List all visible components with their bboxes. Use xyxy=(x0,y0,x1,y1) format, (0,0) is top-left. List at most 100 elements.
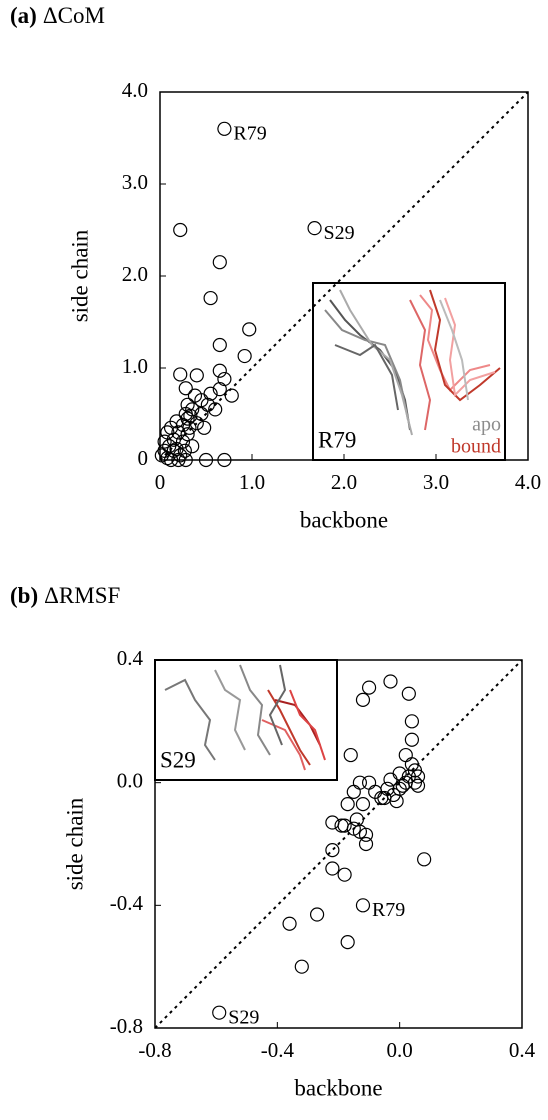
y-tick-label: 2.0 xyxy=(122,262,148,286)
y-tick-label: 0.0 xyxy=(117,768,143,792)
data-point xyxy=(358,836,374,852)
x-tick-label: 0.4 xyxy=(509,1038,536,1062)
data-point xyxy=(178,452,193,468)
data-point xyxy=(404,714,419,729)
inset-a-art xyxy=(324,289,501,436)
panel-title: (a) ΔCoM xyxy=(10,3,105,28)
data-point xyxy=(349,812,364,827)
data-point xyxy=(212,382,227,397)
y-axis-label: side chain xyxy=(62,797,87,890)
data-point xyxy=(162,439,177,454)
data-point xyxy=(182,420,197,435)
data-point xyxy=(178,381,193,396)
diagonal-line xyxy=(154,659,523,1029)
data-point xyxy=(383,674,398,689)
data-point xyxy=(417,852,432,867)
data-point xyxy=(187,388,203,403)
data-point xyxy=(410,778,426,793)
panel-title-text: ΔRMSF xyxy=(44,583,120,608)
data-point xyxy=(189,368,204,383)
inset-frame xyxy=(312,282,506,461)
data-point xyxy=(307,221,322,236)
data-point xyxy=(197,420,212,435)
data-point xyxy=(175,434,191,449)
diagonal-line xyxy=(159,91,529,461)
data-point xyxy=(208,402,223,417)
inset-label: R79 xyxy=(318,427,356,452)
x-tick-label: 1.0 xyxy=(239,470,265,494)
data-point xyxy=(340,797,355,812)
data-point xyxy=(173,222,188,238)
data-point xyxy=(203,290,218,306)
y-tick-label: 0.4 xyxy=(117,646,144,670)
panel-title: (b) ΔRMSF xyxy=(10,583,120,608)
plot-frame xyxy=(154,659,523,1029)
data-point xyxy=(337,818,352,833)
x-tick-label: -0.8 xyxy=(138,1038,171,1062)
data-point xyxy=(325,843,340,858)
point-label: R79 xyxy=(233,122,266,144)
data-point xyxy=(180,397,195,412)
inset-legend: apo xyxy=(472,414,501,436)
data-point xyxy=(212,1005,227,1020)
inset-label: S29 xyxy=(160,747,196,772)
data-point xyxy=(389,793,404,809)
x-tick-label: -0.4 xyxy=(261,1038,295,1062)
data-point xyxy=(185,439,200,454)
data-point xyxy=(163,452,179,468)
y-tick-label: -0.4 xyxy=(110,891,144,915)
x-tick-label: 0.0 xyxy=(387,1038,413,1062)
data-point xyxy=(169,414,184,429)
panel-title-text: ΔCoM xyxy=(43,3,105,28)
data-point xyxy=(361,680,377,695)
data-point xyxy=(198,452,214,468)
inset-frame xyxy=(154,659,338,781)
data-point xyxy=(334,818,349,833)
y-axis-label: side chain xyxy=(67,229,92,322)
data-point xyxy=(340,935,355,950)
data-point xyxy=(346,784,361,799)
y-tick-label: -0.8 xyxy=(110,1014,143,1038)
data-point xyxy=(355,898,371,913)
data-point xyxy=(355,797,371,812)
data-point xyxy=(242,322,257,337)
inset-legend: bound xyxy=(451,436,501,458)
panel-label: (b) xyxy=(10,583,38,608)
data-point xyxy=(237,348,252,364)
data-point xyxy=(217,121,232,136)
y-tick-label: 1.0 xyxy=(122,354,148,378)
data-point xyxy=(183,408,198,423)
data-point xyxy=(325,861,340,876)
x-axis-label: backbone xyxy=(294,1075,382,1100)
data-point xyxy=(157,434,172,449)
point-label: R79 xyxy=(372,899,405,921)
x-tick-label: 3.0 xyxy=(423,470,449,494)
data-point xyxy=(392,766,407,781)
data-point xyxy=(217,371,232,387)
data-point xyxy=(212,255,227,270)
data-point xyxy=(200,397,215,412)
data-point xyxy=(358,827,374,842)
inset-b-art xyxy=(164,664,326,771)
data-point xyxy=(212,337,227,353)
data-point xyxy=(309,907,325,922)
data-point xyxy=(361,775,377,790)
data-point xyxy=(212,363,227,378)
data-point xyxy=(401,686,416,701)
panel-label: (a) xyxy=(10,3,37,28)
data-point xyxy=(352,775,368,790)
point-label: S29 xyxy=(324,222,355,244)
data-point xyxy=(217,452,232,468)
data-point xyxy=(325,815,340,830)
point-label: S29 xyxy=(228,1006,259,1028)
data-point xyxy=(177,443,192,458)
y-tick-label: 3.0 xyxy=(122,170,148,194)
data-point xyxy=(404,732,419,747)
data-point xyxy=(407,775,423,790)
data-point xyxy=(374,790,389,806)
data-point xyxy=(173,367,188,382)
x-axis-label: backbone xyxy=(300,507,388,532)
data-point xyxy=(166,443,181,458)
data-point xyxy=(383,772,398,787)
